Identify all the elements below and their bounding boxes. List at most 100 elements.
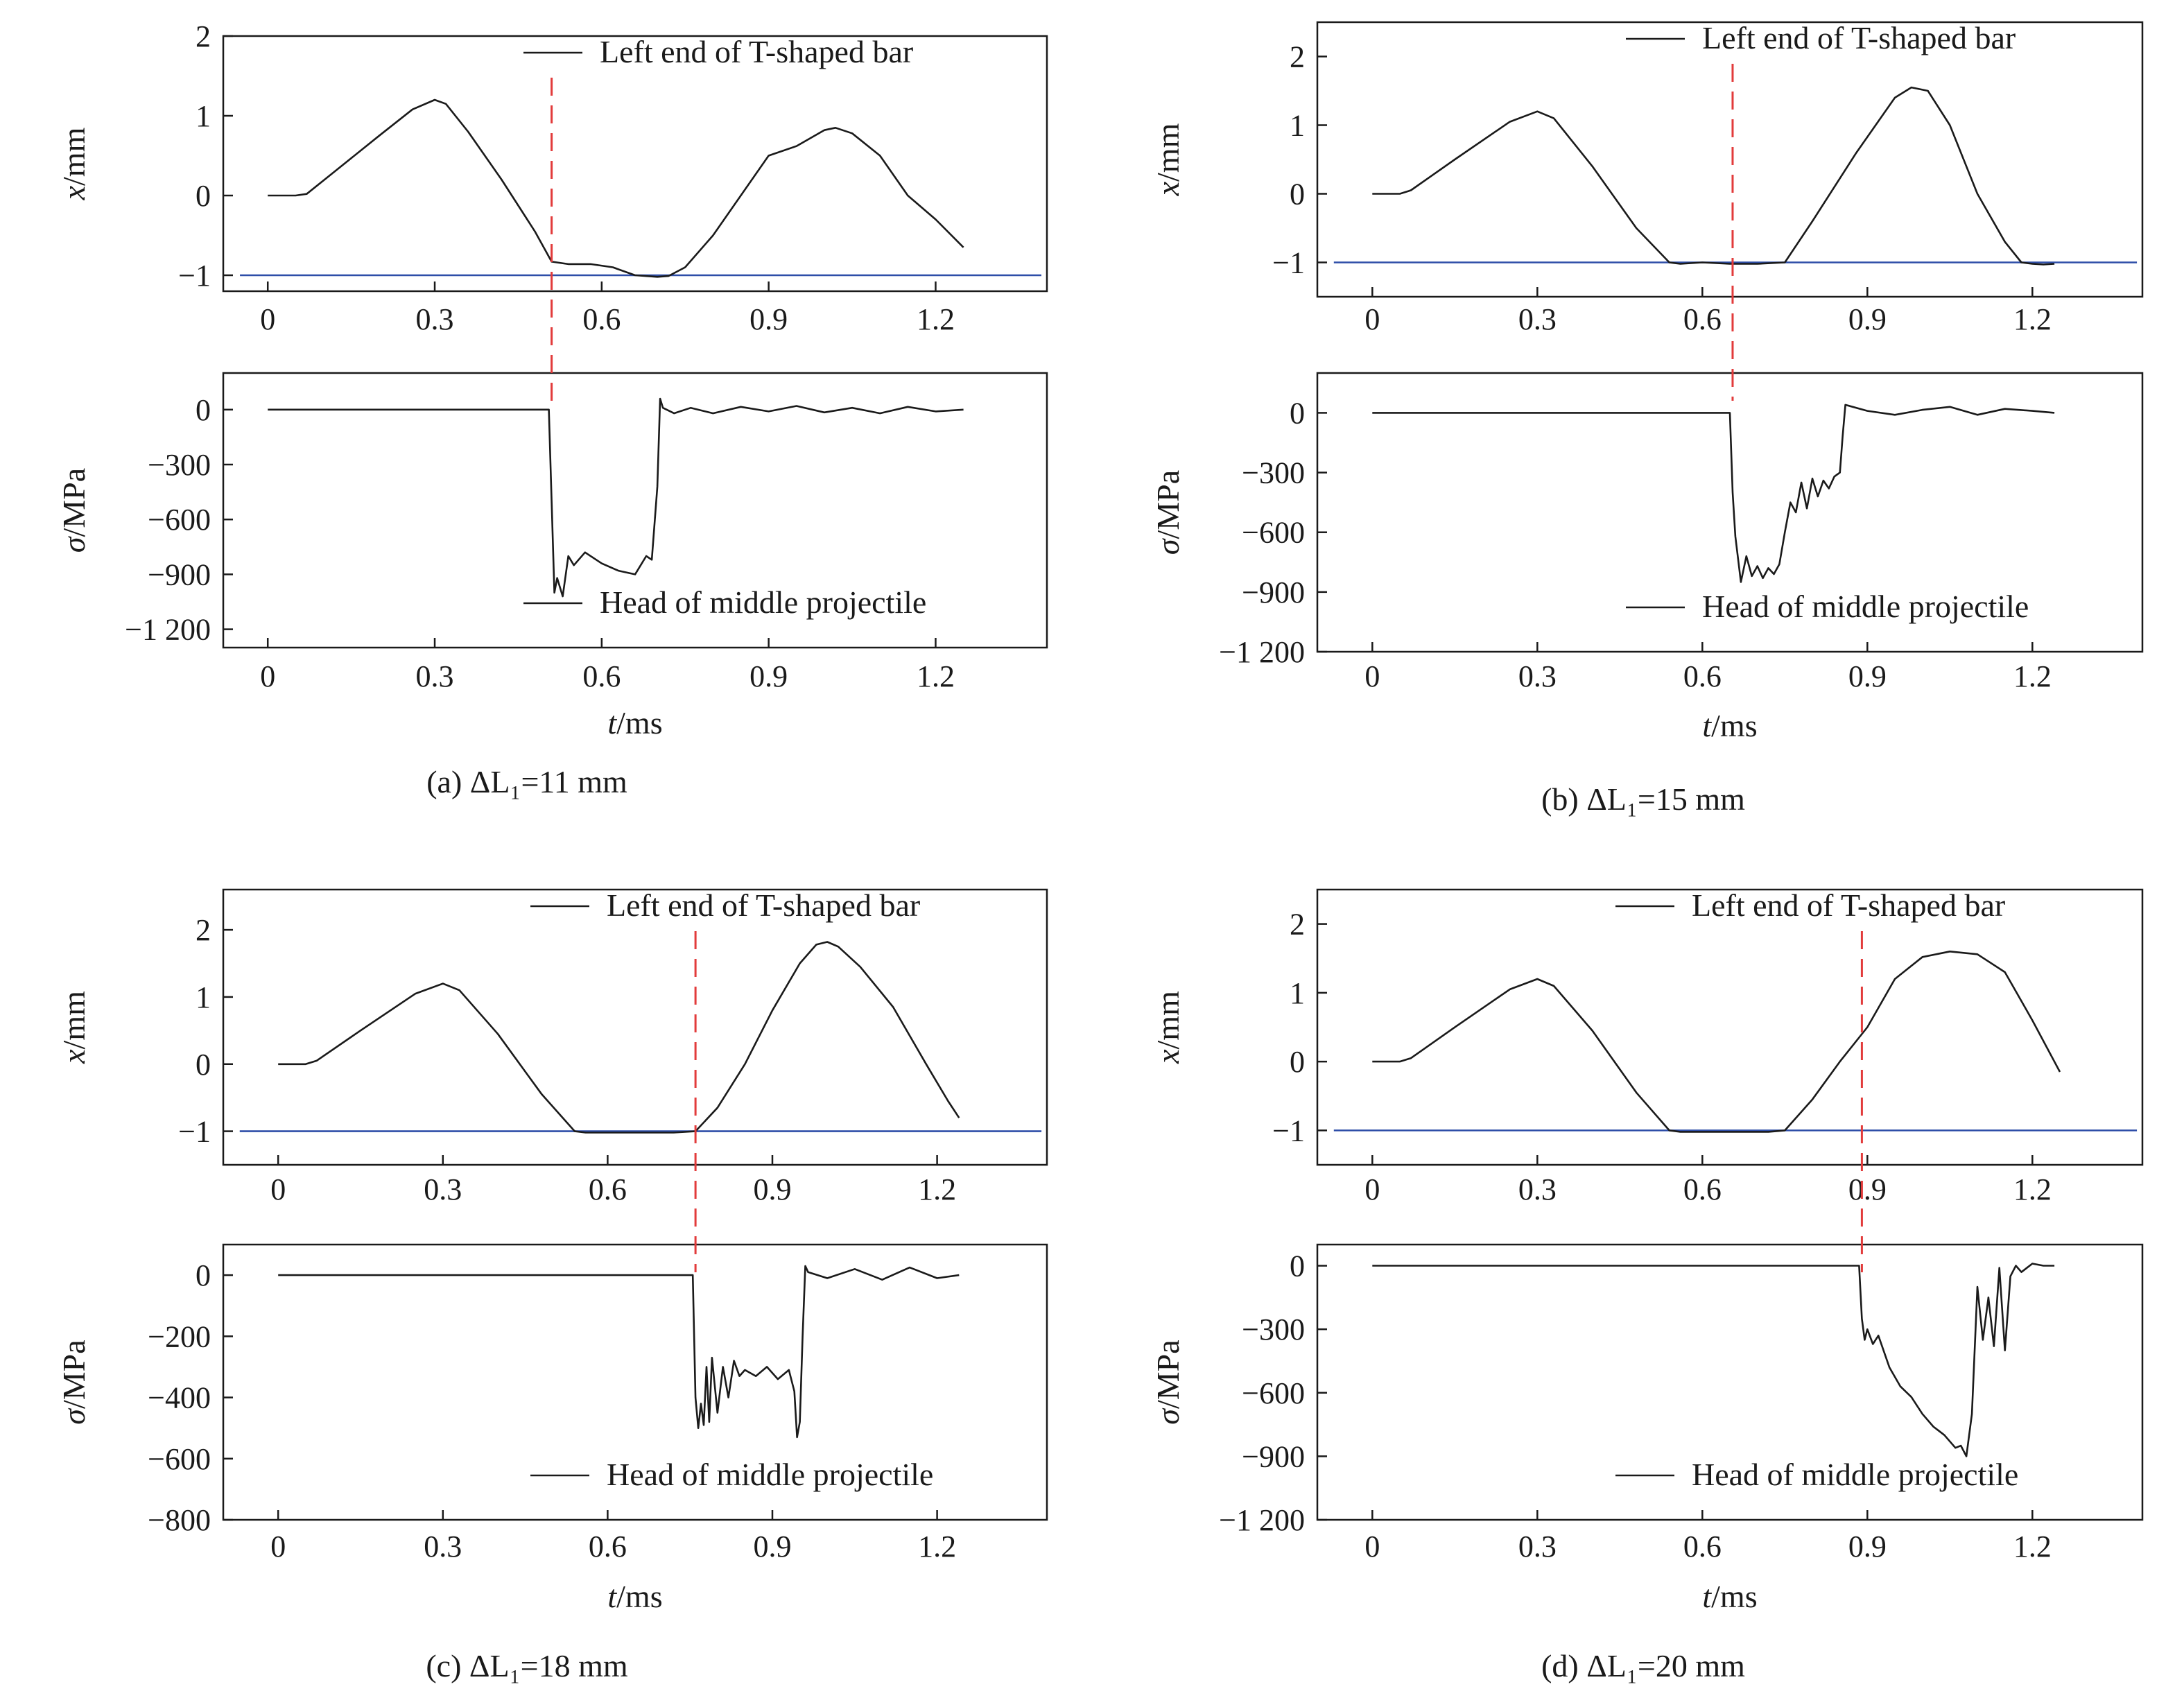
x-panel-0-ylabel-unit: /mm <box>56 127 92 186</box>
x-panel-1-ytick-label: 2 <box>1290 40 1305 74</box>
x-panel-2-xtick-label: 0.9 <box>754 1172 792 1206</box>
s-panel-1-ylabel-symbol: σ <box>1150 537 1186 555</box>
caption-1: (b) ΔL₁=15 mm <box>1541 781 1745 817</box>
x-panel-1-xtick-label: 0.3 <box>1518 302 1557 336</box>
s-panel-0-xtick-label: 0.6 <box>582 659 621 693</box>
s-panel-3-ylabel-symbol: σ <box>1150 1407 1186 1425</box>
x-panel-0-ytick-label: 1 <box>196 99 211 133</box>
x-panel-0-ytick-label: −1 <box>178 259 211 293</box>
s-panel-2-ylabel-symbol: σ <box>56 1407 92 1425</box>
s-panel-2-ytick-label: −600 <box>148 1442 211 1476</box>
s-panel-3-ytick-label: −300 <box>1242 1313 1305 1346</box>
x-panel-0-xtick-label: 0.3 <box>416 302 454 336</box>
x-panel-1-ytick-label: 0 <box>1290 177 1305 211</box>
s-panel-0-ytick-label: −600 <box>148 503 211 537</box>
s-panel-1-xlabel: t/ms <box>1702 708 1757 743</box>
s-panel-3-xlabel-unit: /ms <box>1711 1579 1757 1614</box>
x-panel-0-ylabel-symbol: x <box>56 185 92 200</box>
s-panel-0-ylabel-unit: /MPa <box>56 468 92 537</box>
s-panel-2-xtick-label: 0.6 <box>589 1530 627 1563</box>
x-panel-2-ylabel: x/mm <box>56 991 92 1064</box>
s-panel-1-ytick-label: −1 200 <box>1219 635 1305 669</box>
x-panel-0-xtick-label: 0.6 <box>582 302 621 336</box>
s-panel-2-ytick-label: −400 <box>148 1381 211 1415</box>
x-panel-1-ylabel-unit: /mm <box>1150 123 1186 182</box>
s-panel-3-ytick-label: 0 <box>1290 1249 1305 1283</box>
x-panel-2-frame <box>222 888 1048 1166</box>
s-panel-0-ylabel-symbol: σ <box>56 535 92 553</box>
caption-0: (a) ΔL₁=11 mm <box>426 764 627 799</box>
x-panel-1-ylabel: x/mm <box>1150 123 1186 196</box>
s-panel-2-frame <box>222 1243 1048 1521</box>
s-panel-2-ytick-label: −200 <box>148 1319 211 1353</box>
s-panel-0-xtick-label: 1.2 <box>917 659 955 693</box>
x-panel-0-series-line <box>268 98 964 278</box>
subplot-2: 2 1 0 −1 0 0.3 0.6 0.9 1.2 Left end of T-shaped b… <box>56 887 1048 1683</box>
s-panel-2-xlabel-symbol: t <box>607 1579 617 1614</box>
x-panel-2-ytick-label: 2 <box>196 913 211 947</box>
x-panel-2-legend-label: Left end of T-shaped bar <box>607 887 920 923</box>
x-panel-3-xtick-label: 0.9 <box>1848 1172 1887 1206</box>
x-panel-2-xtick-label: 1.2 <box>918 1172 956 1206</box>
s-panel-1-legend-label: Head of middle projectile <box>1702 589 2029 624</box>
x-panel-1-xtick-label: 0.9 <box>1848 302 1887 336</box>
x-panel-3-ylabel-unit: /mm <box>1150 991 1186 1050</box>
s-panel-2-series-line <box>278 1265 960 1439</box>
s-panel-3-legend-label: Head of middle projectile <box>1692 1457 2018 1492</box>
s-panel-0-xtick-label: 0 <box>260 659 275 693</box>
s-panel-3-xtick-label: 0.9 <box>1848 1530 1887 1563</box>
x-panel-3-ylabel-symbol: x <box>1150 1049 1186 1064</box>
x-panel-3-legend-label: Left end of T-shaped bar <box>1692 887 2005 923</box>
x-panel-3-xtick-label: 0.3 <box>1518 1172 1557 1206</box>
s-panel-0-xlabel-symbol: t <box>607 705 617 740</box>
x-panel-0-xtick-label: 0.9 <box>749 302 788 336</box>
x-panel-3-xtick-label: 0.6 <box>1683 1172 1722 1206</box>
s-panel-3-xtick-label: 1.2 <box>2013 1530 2052 1563</box>
x-panel-1-ytick-label: 1 <box>1290 109 1305 143</box>
x-panel-3-ytick-label: 0 <box>1290 1045 1305 1079</box>
x-panel-3-xtick-label: 1.2 <box>2013 1172 2052 1206</box>
x-panel-1-ylabel-symbol: x <box>1150 181 1186 196</box>
x-panel-3-ytick-label: −1 <box>1272 1114 1305 1147</box>
x-panel-0-frame <box>222 35 1048 293</box>
x-panel-1-ytick-label: −1 <box>1272 246 1305 280</box>
s-panel-3-xlabel: t/ms <box>1702 1579 1757 1614</box>
x-panel-1-frame <box>1316 21 2144 298</box>
x-panel-1-xtick-label: 0.6 <box>1683 302 1722 336</box>
s-panel-0-ylabel: σ/MPa <box>56 468 92 553</box>
x-panel-0-xtick-label: 1.2 <box>917 302 955 336</box>
s-panel-3-ylabel: σ/MPa <box>1150 1340 1186 1424</box>
x-panel-0-legend-label: Left end of T-shaped bar <box>600 34 913 69</box>
x-panel-3-series-line <box>1372 951 2061 1133</box>
s-panel-0-ytick-label: 0 <box>196 393 211 427</box>
s-panel-2-xlabel: t/ms <box>607 1579 662 1614</box>
x-panel-2-ylabel-unit: /mm <box>56 991 92 1050</box>
x-panel-2-ytick-label: 0 <box>196 1048 211 1082</box>
x-panel-3-ylabel: x/mm <box>1150 991 1186 1064</box>
x-panel-2-xtick-label: 0 <box>270 1172 286 1206</box>
s-panel-1-xtick-label: 0.9 <box>1848 659 1887 693</box>
s-panel-0-frame <box>222 372 1048 649</box>
x-panel-1-xtick-label: 0 <box>1364 302 1380 336</box>
s-panel-2-ytick-label: −800 <box>148 1503 211 1537</box>
s-panel-3-ylabel-unit: /MPa <box>1150 1340 1186 1409</box>
s-panel-1-ytick-label: −300 <box>1242 456 1305 490</box>
s-panel-1-ytick-label: −900 <box>1242 575 1305 609</box>
x-panel-2-ylabel-symbol: x <box>56 1049 92 1064</box>
s-panel-1-ylabel: σ/MPa <box>1150 470 1186 555</box>
s-panel-0-xlabel-unit: /ms <box>616 705 662 740</box>
x-panel-0-xtick-label: 0 <box>260 302 275 336</box>
s-panel-1-frame <box>1316 372 2144 653</box>
x-panel-2-ytick-label: −1 <box>178 1115 211 1149</box>
s-panel-3-xlabel-symbol: t <box>1702 1579 1712 1614</box>
s-panel-0-ytick-label: −1 200 <box>125 613 211 647</box>
s-panel-1-ylabel-unit: /MPa <box>1150 470 1186 539</box>
x-panel-3-ytick-label: 1 <box>1290 976 1305 1010</box>
s-panel-3-ytick-label: −900 <box>1242 1439 1305 1473</box>
s-panel-1-xtick-label: 0.3 <box>1518 659 1557 693</box>
s-panel-0-series-line <box>268 397 964 598</box>
subplot-0: 2 1 0 −1 0 0.3 0.6 0.9 1.2 Left end of T-shaped b… <box>56 19 1048 799</box>
x-panel-2-xtick-label: 0.3 <box>424 1172 462 1206</box>
s-panel-1-xtick-label: 0 <box>1364 659 1380 693</box>
